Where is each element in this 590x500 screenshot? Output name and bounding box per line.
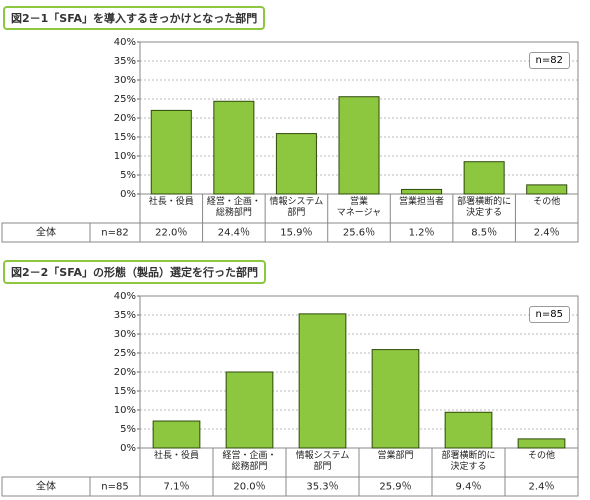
n-label: n=85 bbox=[528, 306, 570, 323]
y-tick-label: 35% bbox=[114, 56, 136, 67]
row-n: n=82 bbox=[101, 228, 128, 239]
value-label: 2.4％ bbox=[534, 228, 560, 239]
x-tick-label: その他 bbox=[533, 197, 561, 207]
y-tick-label: 40% bbox=[114, 37, 136, 48]
value-label: 15.9％ bbox=[280, 228, 312, 239]
table-frame bbox=[1, 476, 579, 497]
bar bbox=[526, 184, 568, 195]
bar bbox=[338, 96, 380, 195]
bar bbox=[371, 349, 420, 449]
value-label: 25.6％ bbox=[343, 228, 375, 239]
y-tick-label: 0% bbox=[120, 189, 136, 200]
x-tick-label: 部署横断的に 決定する bbox=[457, 197, 512, 218]
y-tick-label: 15% bbox=[114, 386, 136, 397]
y-tick-label: 5% bbox=[120, 170, 136, 181]
y-tick-label: 0% bbox=[120, 443, 136, 454]
x-tick-label: 情報システム 部門 bbox=[295, 451, 350, 472]
y-tick-label: 25% bbox=[114, 348, 136, 359]
chart-title: 図2－2「SFA」の形態（製品）選定を行った部門 bbox=[3, 260, 266, 284]
y-tick-label: 15% bbox=[114, 132, 136, 143]
row-label: 全体 bbox=[36, 226, 56, 239]
bar bbox=[152, 420, 201, 449]
x-tick-label: 社長・役員 bbox=[153, 451, 199, 461]
x-tick-label: 経営・企画・ 総務部門 bbox=[222, 451, 277, 472]
x-tick-label: 営業 マネージャ bbox=[336, 197, 382, 218]
y-tick-label: 5% bbox=[120, 424, 136, 435]
row-n: n=85 bbox=[101, 482, 128, 493]
y-tick-label: 40% bbox=[114, 291, 136, 302]
value-label: 35.3％ bbox=[306, 482, 338, 493]
value-label: 20.0％ bbox=[233, 482, 265, 493]
value-label: 1.2％ bbox=[409, 228, 435, 239]
bar bbox=[225, 371, 274, 449]
x-tick-label: 情報システム 部門 bbox=[269, 197, 324, 218]
bar bbox=[517, 438, 566, 449]
value-label: 9.4％ bbox=[456, 482, 482, 493]
x-tick-label: 社長・役員 bbox=[148, 197, 194, 207]
value-label: 2.4％ bbox=[529, 482, 555, 493]
bar bbox=[298, 313, 347, 449]
y-tick-label: 35% bbox=[114, 310, 136, 321]
bar bbox=[275, 133, 317, 195]
n-label: n=82 bbox=[528, 52, 570, 69]
y-tick-label: 25% bbox=[114, 94, 136, 105]
bar bbox=[401, 188, 443, 195]
row-label: 全体 bbox=[36, 480, 56, 493]
chart-title: 図2－1「SFA」を導入するきっかけとなった部門 bbox=[3, 6, 266, 30]
y-tick-label: 30% bbox=[114, 75, 136, 86]
value-label: 25.9％ bbox=[379, 482, 411, 493]
bar bbox=[463, 161, 505, 195]
x-tick-label: その他 bbox=[527, 451, 555, 461]
x-tick-label: 経営・企画・ 総務部門 bbox=[206, 197, 261, 218]
value-label: 8.5％ bbox=[471, 228, 497, 239]
y-tick-label: 20% bbox=[114, 367, 136, 378]
x-tick-label: 営業担当者 bbox=[399, 197, 445, 207]
bar bbox=[150, 109, 192, 195]
value-label: 7.1％ bbox=[164, 482, 190, 493]
value-label: 22.0％ bbox=[155, 228, 187, 239]
bar bbox=[213, 100, 255, 195]
bar bbox=[444, 411, 493, 449]
value-label: 24.4％ bbox=[218, 228, 250, 239]
y-tick-label: 30% bbox=[114, 329, 136, 340]
y-tick-label: 10% bbox=[114, 151, 136, 162]
x-tick-label: 部署横断的に 決定する bbox=[441, 451, 496, 472]
y-tick-label: 20% bbox=[114, 113, 136, 124]
y-tick-label: 10% bbox=[114, 405, 136, 416]
x-tick-label: 営業部門 bbox=[377, 451, 414, 461]
